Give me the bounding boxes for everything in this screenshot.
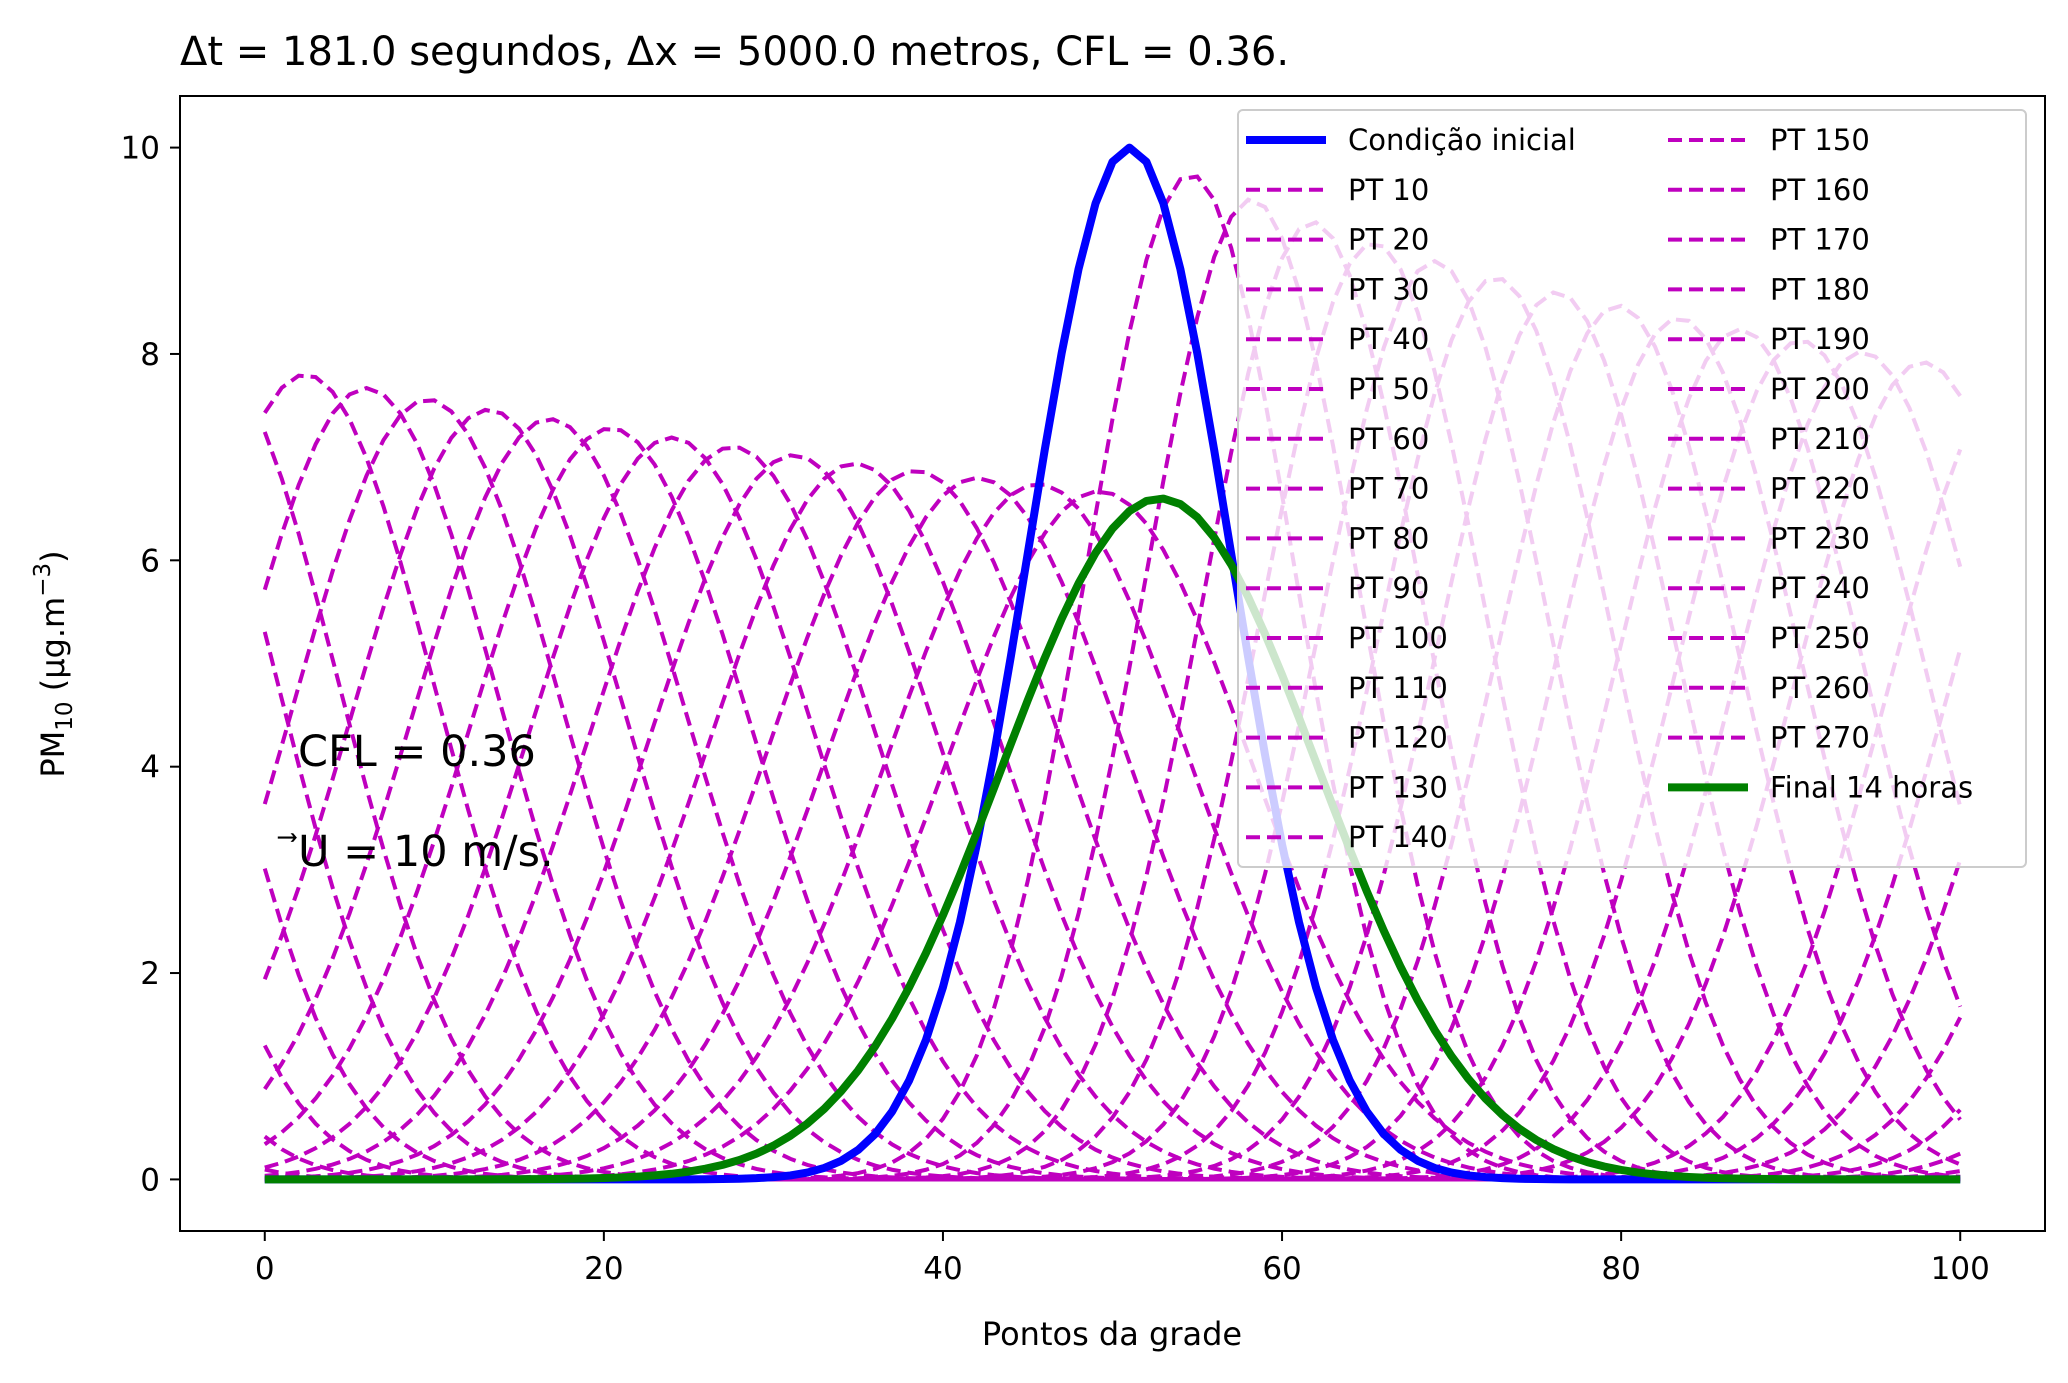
series-line-pt-190	[263, 427, 1962, 1182]
plot-frame	[179, 95, 2046, 1232]
legend-label-pt-50: PT 50	[1348, 372, 1429, 406]
legend-label-pt-60: PT 60	[1348, 422, 1429, 456]
legend-label-pt-80: PT 80	[1348, 521, 1429, 555]
legend-label-pt-140: PT 140	[1348, 820, 1448, 854]
legend: Condição inicial PT 10 PT 20 PT 30 PT 40 PT 5…	[1237, 109, 2027, 868]
final-14h-line	[264, 494, 1961, 1184]
legend-label-pt-190: PT 190	[1770, 322, 1870, 356]
y-label-end: )	[34, 550, 72, 562]
y-tick-label: 10	[121, 131, 160, 167]
y-label-subscript: 10	[52, 701, 78, 730]
x-tick-label: 60	[1262, 1251, 1301, 1287]
series-line-pt-180	[263, 417, 1962, 1182]
y-tick-label: 6	[140, 543, 160, 579]
legend-box	[1237, 109, 2027, 868]
legend-label-pt-240: PT 240	[1770, 571, 1870, 605]
series-line-pt-240	[264, 469, 1961, 1182]
x-axis: 0 20 40 60 80 100	[255, 1231, 1990, 1287]
legend-label-pt-210: PT 210	[1770, 422, 1870, 456]
legend-label-pt-110: PT 110	[1348, 671, 1448, 705]
legend-label-pt-40: PT 40	[1348, 322, 1429, 356]
legend-label-final: Final 14 horas	[1770, 770, 1973, 804]
x-axis-label: Pontos da grade	[982, 1315, 1242, 1353]
y-label-unit: (μg.m	[34, 597, 72, 702]
wind-speed-annotation: U = 10 m/s.	[298, 827, 554, 877]
legend-label-pt-150: PT 150	[1770, 123, 1870, 157]
legend-label-pt-160: PT 160	[1770, 173, 1870, 207]
legend-label-pt-120: PT 120	[1348, 721, 1448, 755]
legend-label-pt-220: PT 220	[1770, 472, 1870, 506]
x-tick-label: 40	[923, 1251, 962, 1287]
x-tick-label: 80	[1601, 1251, 1640, 1287]
legend-label-pt-20: PT 20	[1348, 223, 1429, 257]
y-tick-label: 0	[140, 1162, 160, 1198]
y-tick-label: 2	[140, 956, 160, 992]
legend-label-pt-30: PT 30	[1348, 272, 1429, 306]
series-line-pt-170	[262, 407, 1963, 1182]
y-axis-label: PM10 (μg.m−3)	[30, 550, 78, 777]
legend-label-pt-270: PT 270	[1770, 721, 1870, 755]
legend-label-pt-170: PT 170	[1770, 223, 1870, 257]
legend-label-pt-260: PT 260	[1770, 671, 1870, 705]
y-tick-label: 8	[140, 337, 160, 373]
y-tick-label: 4	[140, 750, 160, 786]
legend-label-pt-70: PT 70	[1348, 472, 1429, 506]
legend-label-pt-180: PT 180	[1770, 272, 1870, 306]
legend-label-pt-10: PT 10	[1348, 173, 1429, 207]
y-label-superscript: −3	[30, 563, 56, 597]
y-label-main: PM	[34, 731, 72, 778]
series-line-pt-160	[262, 398, 1963, 1182]
legend-label-pt-250: PT 250	[1770, 621, 1870, 655]
legend-label-pt-130: PT 130	[1348, 770, 1448, 804]
legend-label-pt-90: PT 90	[1348, 571, 1429, 605]
legend-label-pt-200: PT 200	[1770, 372, 1870, 406]
x-tick-label: 20	[584, 1251, 623, 1287]
legend-label-initial: Condição inicial	[1348, 123, 1576, 157]
legend-label-pt-230: PT 230	[1770, 521, 1870, 555]
cfl-annotation: CFL = 0.36	[298, 727, 536, 777]
legend-label-pt-100: PT 100	[1348, 621, 1448, 655]
chart-title: Δt = 181.0 segundos, Δx = 5000.0 metros,…	[180, 29, 1289, 75]
y-axis: 0 2 4 6 8 10	[121, 131, 180, 1198]
x-tick-label: 0	[255, 1251, 275, 1287]
x-tick-label: 100	[1931, 1251, 1990, 1287]
